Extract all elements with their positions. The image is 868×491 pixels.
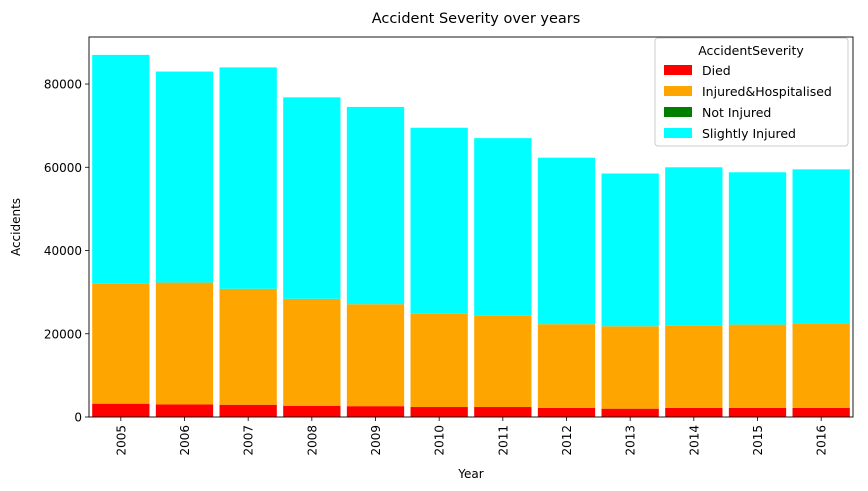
legend-item-label: Slightly Injured [702,126,796,141]
bar-2009-slightly-injured [346,106,405,305]
bar-2007-slightly-injured [219,67,277,289]
legend-swatch [664,128,692,138]
y-tick-label: 60000 [44,161,82,175]
bar-2008-died [283,405,341,417]
bars-group [92,54,850,417]
legend-box [654,37,849,147]
x-tick-label: 2016 [815,425,829,456]
y-tick-label: 80000 [44,78,82,92]
y-tick-label: 0 [74,411,82,425]
legend-item-label: Died [702,63,731,78]
bar-2011-slightly-injured [474,138,532,316]
legend-item-label: Injured&Hospitalised [702,84,832,99]
y-tick-label: 20000 [44,327,82,341]
legend-swatch [664,86,692,96]
bar-2014-slightly-injured [665,167,723,326]
bar-2015-injured-hospitalised [728,324,787,408]
chart-title: Accident Severity over years [372,11,581,27]
bar-2012-died [537,407,596,417]
x-tick-label: 2013 [624,425,638,456]
x-tick-label: 2014 [687,425,701,456]
bar-2014-died [665,407,723,417]
x-tick-label: 2007 [242,425,256,456]
legend-title: AccidentSeverity [698,43,804,58]
bar-2013-died [601,408,659,417]
plot-frame [88,36,854,418]
y-axis-ticks: 0 20000 40000 60000 80000 [44,78,89,425]
bar-2016-injured-hospitalised [792,323,850,408]
x-tick-label: 2005 [114,425,128,456]
bar-2009-injured-hospitalised [346,304,405,407]
x-tick-label: 2012 [560,425,574,456]
x-tick-label: 2006 [178,425,192,456]
bar-2015-died [728,407,787,417]
bar-2014-injured-hospitalised [665,325,723,408]
bar-2006-injured-hospitalised [155,282,214,405]
bar-2009-died [346,406,405,417]
bar-2013-injured-hospitalised [601,326,659,409]
x-tick-label: 2010 [433,425,447,456]
x-axis-ticks: 2005 2006 2007 2008 2009 2010 2011 2012 2013 2014… [114,417,829,456]
legend-swatch [664,65,692,75]
x-tick-label: 2011 [496,425,510,456]
legend-item-label: Not Injured [702,105,771,120]
bar-2007-injured-hospitalised [219,288,277,405]
x-tick-label: 2008 [305,425,319,456]
bar-2012-slightly-injured [537,157,596,325]
x-axis-label: Year [457,467,483,481]
x-tick-label: 2015 [751,425,765,456]
bar-2010-slightly-injured [410,127,468,314]
bar-2008-injured-hospitalised [283,298,341,406]
y-tick-label: 40000 [44,244,82,258]
bar-2007-died [219,404,277,417]
bar-2008-slightly-injured [283,97,341,299]
legend: AccidentSeverity Died Injured&Hospitalise… [654,37,849,147]
bar-2011-injured-hospitalised [474,315,532,408]
bar-2006-slightly-injured [155,71,214,283]
bar-2006-died [155,404,214,417]
legend-swatch [664,107,692,117]
bar-2005-slightly-injured [92,54,150,284]
y-axis-label: Accidents [9,198,23,256]
bar-2005-injured-hospitalised [92,283,150,404]
bar-2012-injured-hospitalised [537,324,596,408]
bar-2016-slightly-injured [792,169,850,324]
bar-2005-died [92,403,150,417]
bar-2011-died [474,407,532,417]
bar-2010-injured-hospitalised [410,313,468,408]
bar-2010-died [410,407,468,417]
x-tick-label: 2009 [369,425,383,456]
bar-2016-died [792,407,850,417]
bar-2013-slightly-injured [601,173,659,327]
bar-2015-slightly-injured [728,172,787,325]
